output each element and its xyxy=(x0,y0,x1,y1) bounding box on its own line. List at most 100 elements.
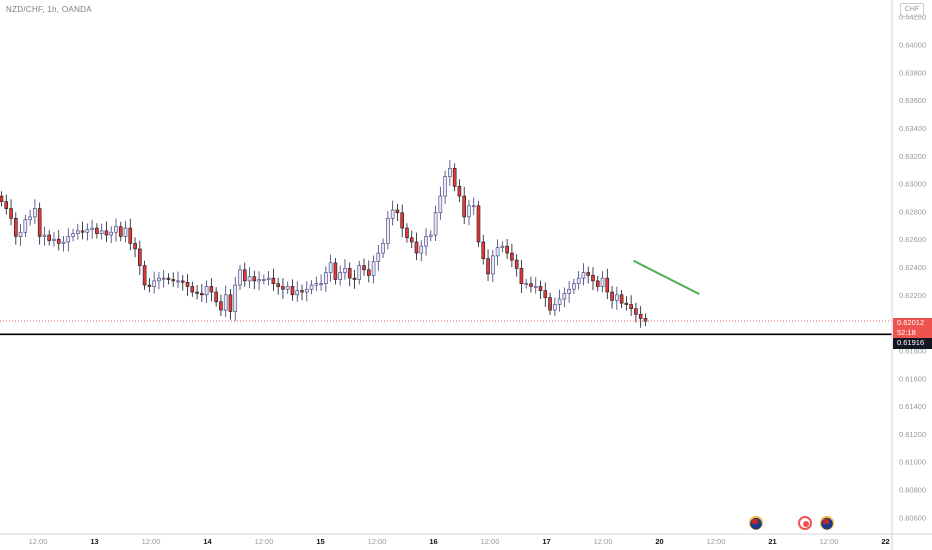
candle-body xyxy=(295,290,300,296)
time-tick-label: 20 xyxy=(655,537,663,546)
candle-body xyxy=(33,208,37,218)
candle-body xyxy=(576,277,581,284)
time-tick-label: 15 xyxy=(316,537,324,546)
candle xyxy=(595,276,600,292)
candle xyxy=(386,211,390,250)
candle xyxy=(204,280,209,304)
candle-body xyxy=(114,226,118,233)
candle-body xyxy=(138,248,142,266)
level-price-value: 0.61916 xyxy=(897,338,925,347)
candle-body xyxy=(123,227,128,237)
candle xyxy=(290,279,295,301)
candle xyxy=(572,278,576,295)
candle xyxy=(629,295,633,316)
candle xyxy=(643,313,648,327)
candle xyxy=(486,249,490,282)
candle xyxy=(319,274,323,291)
candle xyxy=(624,296,629,311)
candle-body xyxy=(309,284,314,290)
price-tick-label: 0.61600 xyxy=(899,374,926,383)
time-tick-label: 12:00 xyxy=(481,537,500,546)
candle xyxy=(147,277,152,293)
candle-body xyxy=(581,272,586,279)
candle xyxy=(223,285,228,318)
candle xyxy=(476,200,481,247)
switzerland-flag-icon[interactable] xyxy=(798,516,812,530)
candle-body xyxy=(281,286,285,290)
candle xyxy=(428,230,433,242)
candle-body xyxy=(443,176,447,197)
candle-body xyxy=(371,261,376,276)
candle xyxy=(424,228,428,256)
candle-body xyxy=(238,269,242,286)
candle-body xyxy=(242,269,247,282)
candle xyxy=(262,274,266,285)
candle xyxy=(519,260,524,294)
candle-body xyxy=(128,227,133,244)
time-tick-label: 17 xyxy=(542,537,550,546)
candle-body xyxy=(290,286,295,296)
candle xyxy=(276,277,280,295)
candle-body xyxy=(90,227,94,230)
candle-body xyxy=(133,243,137,250)
candle-body xyxy=(66,236,71,243)
candle xyxy=(33,199,37,225)
candle-body xyxy=(448,167,452,177)
candle-body xyxy=(495,247,500,257)
candle xyxy=(347,262,352,287)
candle xyxy=(548,292,552,315)
candle xyxy=(157,272,161,290)
candle-body xyxy=(324,272,328,284)
currency-badge[interactable]: CHF xyxy=(900,3,924,17)
candle-body xyxy=(476,205,481,243)
candle xyxy=(366,260,371,283)
candle-body xyxy=(314,283,319,286)
candle-body xyxy=(386,218,390,244)
candle xyxy=(419,240,424,262)
candle-body xyxy=(414,241,419,254)
candle-body xyxy=(76,230,80,234)
candle-body xyxy=(366,269,371,276)
candle-body xyxy=(257,279,261,282)
candle xyxy=(152,271,156,294)
new-zealand-flag-icon[interactable] xyxy=(749,516,763,530)
candle xyxy=(138,240,142,275)
candle xyxy=(576,271,581,290)
time-tick-label: 16 xyxy=(429,537,437,546)
candle xyxy=(467,199,471,226)
candle xyxy=(324,266,328,292)
candle xyxy=(610,286,614,309)
candle xyxy=(381,238,385,258)
candle-body xyxy=(118,226,123,237)
candle xyxy=(600,271,605,293)
candle-body xyxy=(395,209,400,214)
candle xyxy=(37,202,42,245)
time-tick-label: 12:00 xyxy=(707,537,726,546)
candle-body xyxy=(419,245,424,254)
candle-body xyxy=(529,283,533,287)
new-zealand-flag-icon[interactable] xyxy=(820,516,834,530)
candle xyxy=(195,284,199,300)
candle-body xyxy=(18,231,23,237)
candle xyxy=(481,234,486,265)
candles xyxy=(0,160,648,328)
time-tick-label: 14 xyxy=(203,537,212,546)
candle-body xyxy=(28,216,32,221)
price-tick-label: 0.63800 xyxy=(899,68,926,77)
candle-body xyxy=(223,294,228,311)
candle xyxy=(414,232,419,261)
candle xyxy=(109,226,114,244)
candle xyxy=(400,204,404,238)
candle-body xyxy=(85,229,90,233)
candle-body xyxy=(343,268,347,273)
candle xyxy=(295,281,300,302)
candle-body xyxy=(376,252,381,262)
candle xyxy=(605,268,610,300)
candle xyxy=(23,214,28,238)
candle-body xyxy=(247,276,252,282)
candle-body xyxy=(262,279,266,281)
candle xyxy=(118,221,123,242)
symbol-title[interactable]: NZD/CHF, 1h, OANDA xyxy=(6,5,92,14)
candle xyxy=(238,264,242,290)
